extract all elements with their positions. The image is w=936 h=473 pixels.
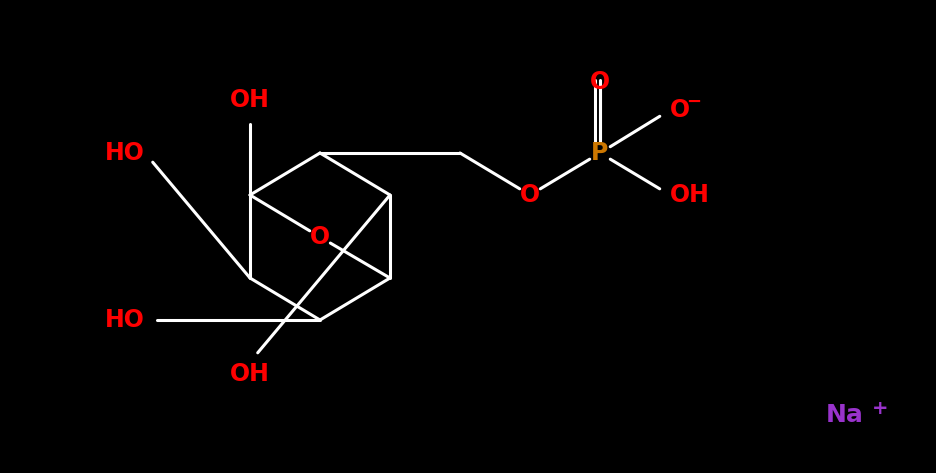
Text: OH: OH: [669, 183, 709, 207]
Text: O: O: [310, 225, 329, 249]
Text: O: O: [669, 98, 690, 122]
Text: HO: HO: [105, 308, 145, 332]
Text: OH: OH: [230, 362, 270, 386]
Text: O: O: [519, 183, 539, 207]
Text: Na: Na: [826, 403, 863, 427]
Text: O: O: [590, 70, 609, 94]
Text: P: P: [591, 141, 608, 165]
Text: +: +: [871, 400, 887, 419]
Text: OH: OH: [230, 88, 270, 112]
Text: −: −: [685, 93, 700, 111]
Text: HO: HO: [105, 141, 145, 165]
